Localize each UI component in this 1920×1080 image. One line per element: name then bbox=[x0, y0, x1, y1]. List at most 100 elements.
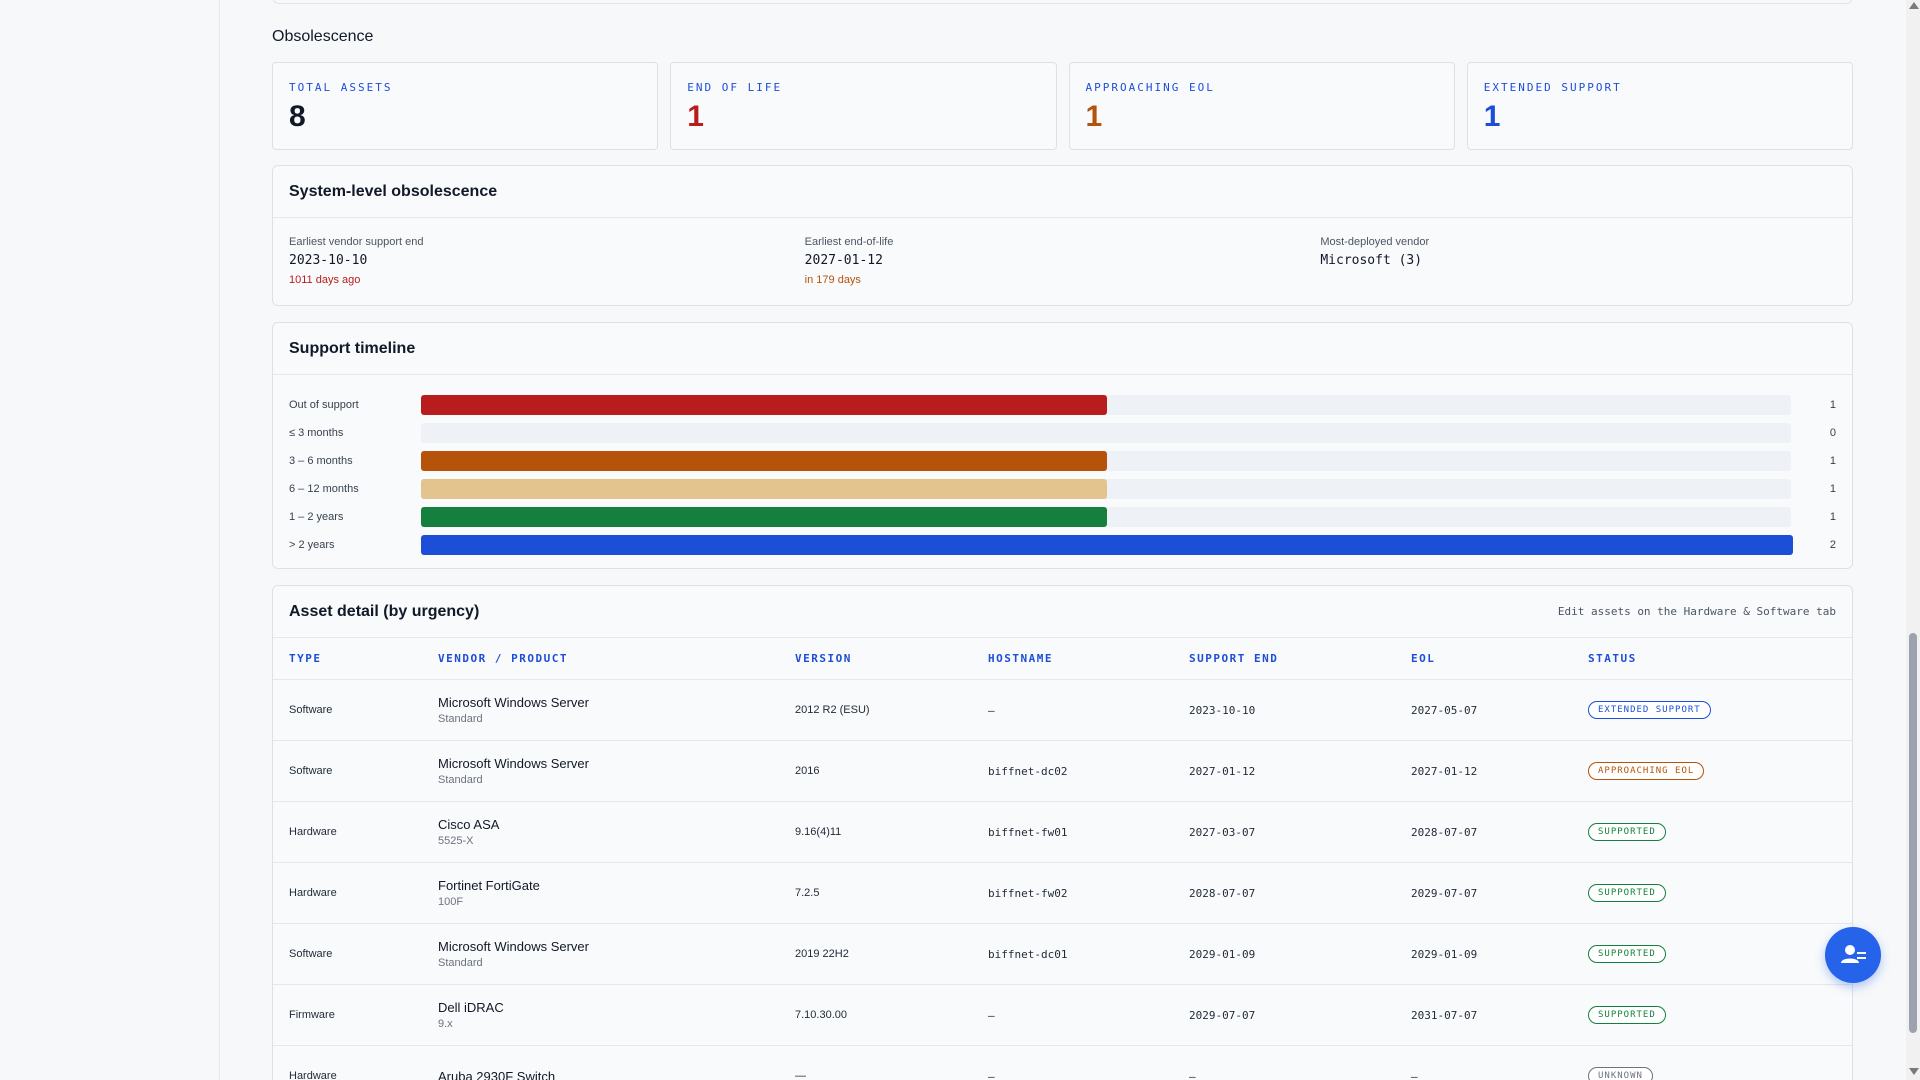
scroll-up-arrow-icon[interactable] bbox=[1909, 2, 1919, 9]
table-row[interactable]: Software Microsoft Windows Server Standard… bbox=[273, 680, 1852, 741]
system-metric-value: Microsoft (3) bbox=[1320, 253, 1423, 268]
cell-eol: 2029-07-07 bbox=[1411, 886, 1478, 900]
asset-edit-hint: Edit assets on the Hardware & Software t… bbox=[1557, 605, 1836, 618]
stat-label: APPROACHING EOL bbox=[1085, 81, 1215, 94]
cell-eol: — bbox=[1411, 1069, 1418, 1080]
cell-eol: 2029-01-09 bbox=[1411, 947, 1478, 961]
product-edition: Standard bbox=[438, 713, 483, 725]
stat-card: APPROACHING EOL 1 bbox=[1068, 62, 1455, 150]
system-metric-label: Earliest vendor support end bbox=[289, 236, 424, 248]
cell-status: EXTENDED SUPPORT bbox=[1588, 701, 1848, 719]
timeline-bar bbox=[420, 479, 1107, 499]
product-name: Cisco ASA bbox=[438, 817, 500, 832]
table-row[interactable]: Software Microsoft Windows Server Standard… bbox=[273, 741, 1852, 802]
cell-support-end: 2029-07-07 bbox=[1189, 1008, 1256, 1022]
cell-type: Software bbox=[289, 704, 333, 716]
timeline-chart: Out of support 1 ≤ 3 months 0 3 – 6 months 1 6… bbox=[273, 375, 1852, 559]
stat-label: END OF LIFE bbox=[687, 81, 783, 94]
stat-card: EXTENDED SUPPORT 1 bbox=[1466, 62, 1853, 150]
timeline-bar bbox=[420, 507, 1107, 527]
cell-vendor-product: Microsoft Windows Server Standard bbox=[438, 756, 795, 786]
cell-eol: 2031-07-07 bbox=[1411, 1008, 1478, 1022]
support-timeline-card: Support timeline Out of support 1 ≤ 3 mont… bbox=[272, 322, 1853, 569]
system-metric-note: in 179 days bbox=[804, 274, 861, 286]
cell-version: 7.10.30.00 bbox=[795, 1009, 847, 1021]
table-row[interactable]: Hardware Aruba 2930F Switch — — — — UNKNOWN bbox=[273, 1046, 1852, 1080]
asset-card-title: Asset detail (by urgency) bbox=[289, 602, 480, 620]
timeline-label: 1 – 2 years bbox=[289, 511, 344, 523]
stat-card: END OF LIFE 1 bbox=[670, 62, 1057, 150]
col-eol[interactable]: EOL bbox=[1411, 652, 1436, 665]
system-metric-label: Earliest end-of-life bbox=[804, 236, 894, 248]
cell-status: SUPPORTED bbox=[1588, 884, 1848, 902]
cell-support-end: 2029-01-09 bbox=[1189, 947, 1256, 961]
cell-status: SUPPORTED bbox=[1588, 1006, 1848, 1024]
cell-hostname: — bbox=[988, 1008, 995, 1022]
cell-version: 2016 bbox=[795, 765, 820, 777]
col-vendor-product[interactable]: VENDOR / PRODUCT bbox=[438, 652, 568, 665]
system-metric: Most-deployed vendor Microsoft (3) bbox=[1320, 236, 1836, 286]
timeline-card-header: Support timeline bbox=[273, 323, 1852, 375]
product-name: Microsoft Windows Server bbox=[438, 939, 589, 954]
cell-status: UNKNOWN bbox=[1588, 1067, 1848, 1080]
stat-cards: TOTAL ASSETS 8 END OF LIFE 1 APPROACHING EOL… bbox=[272, 62, 1853, 150]
timeline-row: 3 – 6 months 1 bbox=[289, 447, 1836, 475]
status-badge: APPROACHING EOL bbox=[1588, 762, 1705, 780]
cell-version: 2012 R2 (ESU) bbox=[795, 704, 870, 716]
col-version[interactable]: VERSION bbox=[795, 652, 852, 665]
system-metric-value: 2023-10-10 bbox=[289, 253, 368, 268]
col-status[interactable]: STATUS bbox=[1588, 652, 1637, 665]
timeline-track bbox=[420, 395, 1792, 415]
asset-table-body: Software Microsoft Windows Server Standard… bbox=[273, 680, 1852, 1080]
asset-detail-card: Asset detail (by urgency) Edit assets on… bbox=[272, 585, 1853, 1080]
product-name: Microsoft Windows Server bbox=[438, 695, 589, 710]
system-metric: Earliest vendor support end 2023-10-10 101… bbox=[289, 236, 805, 286]
timeline-track bbox=[420, 507, 1792, 527]
scroll-down-arrow-icon[interactable] bbox=[1909, 1068, 1919, 1075]
table-row[interactable]: Software Microsoft Windows Server Standard… bbox=[273, 924, 1852, 985]
left-sidebar bbox=[0, 0, 220, 1080]
cell-type: Hardware bbox=[289, 1070, 337, 1080]
cell-eol: 2028-07-07 bbox=[1411, 825, 1478, 839]
product-edition: Standard bbox=[438, 774, 483, 786]
cell-vendor-product: Fortinet FortiGate 100F bbox=[438, 878, 795, 908]
cell-version: 7.2.5 bbox=[795, 887, 820, 899]
timeline-label: ≤ 3 months bbox=[289, 427, 344, 439]
table-row[interactable]: Firmware Dell iDRAC 9.x 7.10.30.00 — 2029-07-… bbox=[273, 985, 1852, 1046]
table-row[interactable]: Hardware Fortinet FortiGate 100F 7.2.5 biffn… bbox=[273, 863, 1852, 924]
cell-vendor-product: Aruba 2930F Switch bbox=[438, 1069, 795, 1080]
col-hostname[interactable]: HOSTNAME bbox=[988, 652, 1053, 665]
timeline-row: Out of support 1 bbox=[289, 391, 1836, 419]
system-card-header: System-level obsolescence bbox=[273, 166, 1852, 218]
timeline-row: ≤ 3 months 0 bbox=[289, 419, 1836, 447]
cell-version: 2019 22H2 bbox=[795, 948, 849, 960]
system-metrics: Earliest vendor support end 2023-10-10 101… bbox=[273, 218, 1852, 286]
product-edition: 100F bbox=[438, 896, 464, 908]
timeline-count: 1 bbox=[1829, 511, 1836, 523]
col-support-end[interactable]: SUPPORT END bbox=[1189, 652, 1279, 665]
cell-support-end: 2023-10-10 bbox=[1189, 703, 1256, 717]
cell-status: SUPPORTED bbox=[1588, 823, 1848, 841]
cell-version: — bbox=[795, 1070, 806, 1080]
timeline-bar bbox=[420, 535, 1793, 555]
timeline-count: 1 bbox=[1829, 483, 1836, 495]
timeline-track bbox=[420, 535, 1793, 555]
cell-hostname: biffnet-fw01 bbox=[988, 825, 1068, 839]
timeline-label: 6 – 12 months bbox=[289, 483, 359, 495]
cell-vendor-product: Microsoft Windows Server Standard bbox=[438, 695, 795, 725]
cell-hostname: — bbox=[988, 1069, 995, 1080]
timeline-count: 0 bbox=[1829, 427, 1836, 439]
col-type[interactable]: TYPE bbox=[289, 652, 322, 665]
timeline-track bbox=[420, 451, 1792, 471]
table-row[interactable]: Hardware Cisco ASA 5525-X 9.16(4)11 biffnet-… bbox=[273, 802, 1852, 863]
add-user-button[interactable] bbox=[1825, 927, 1881, 983]
stat-label: EXTENDED SUPPORT bbox=[1483, 81, 1622, 94]
timeline-label: > 2 years bbox=[289, 539, 335, 551]
timeline-row: 6 – 12 months 1 bbox=[289, 475, 1836, 503]
system-metric-label: Most-deployed vendor bbox=[1320, 236, 1430, 248]
cell-vendor-product: Dell iDRAC 9.x bbox=[438, 1000, 795, 1030]
status-badge: SUPPORTED bbox=[1588, 823, 1666, 841]
stat-card: TOTAL ASSETS 8 bbox=[272, 62, 659, 150]
cell-eol: 2027-05-07 bbox=[1411, 703, 1478, 717]
page-scrollbar-thumb[interactable] bbox=[1909, 633, 1917, 1033]
